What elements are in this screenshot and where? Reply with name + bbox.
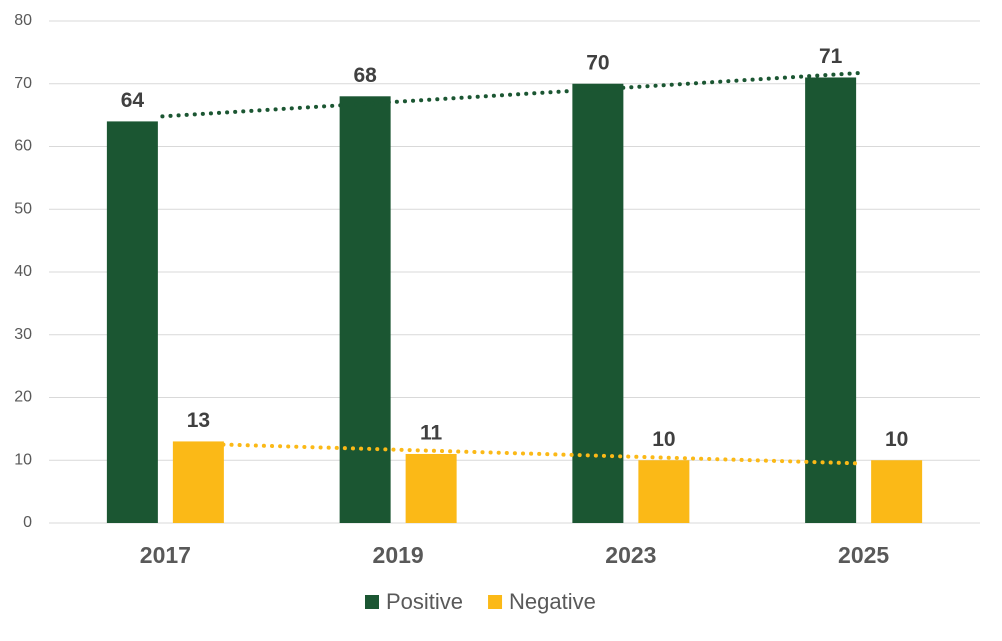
data-label: 11 [420, 422, 443, 445]
y-tick-label: 10 [14, 451, 32, 468]
y-tick-label: 60 [14, 138, 32, 155]
x-tick-label: 2017 [140, 542, 191, 568]
bar [805, 77, 857, 523]
y-tick-label: 30 [14, 326, 32, 343]
bar [339, 96, 391, 524]
y-tick-label: 50 [14, 200, 32, 217]
data-label: 13 [187, 409, 210, 432]
data-label: 10 [885, 428, 908, 451]
legend-swatch [365, 595, 379, 609]
bar [106, 121, 158, 524]
x-tick-label: 2019 [373, 542, 424, 568]
x-tick-label: 2025 [838, 542, 889, 568]
y-tick-label: 80 [14, 12, 32, 29]
trendline [160, 71, 861, 119]
data-label: 68 [353, 64, 377, 87]
y-tick-label: 0 [23, 514, 32, 531]
data-label: 71 [819, 45, 843, 68]
bar [405, 453, 457, 523]
legend-swatch [488, 595, 503, 609]
bar [638, 460, 690, 523]
bar [172, 441, 224, 523]
bar [572, 83, 624, 523]
data-label: 10 [652, 428, 675, 451]
legend-label: Negative [509, 589, 596, 614]
bar [871, 460, 923, 523]
legend-label: Positive [386, 589, 463, 614]
y-tick-label: 40 [14, 263, 32, 280]
x-tick-label: 2023 [605, 542, 656, 568]
data-label: 64 [121, 89, 145, 112]
data-label: 70 [586, 51, 609, 74]
trendline [221, 442, 861, 466]
y-tick-label: 70 [14, 75, 32, 92]
y-tick-label: 20 [14, 389, 32, 406]
